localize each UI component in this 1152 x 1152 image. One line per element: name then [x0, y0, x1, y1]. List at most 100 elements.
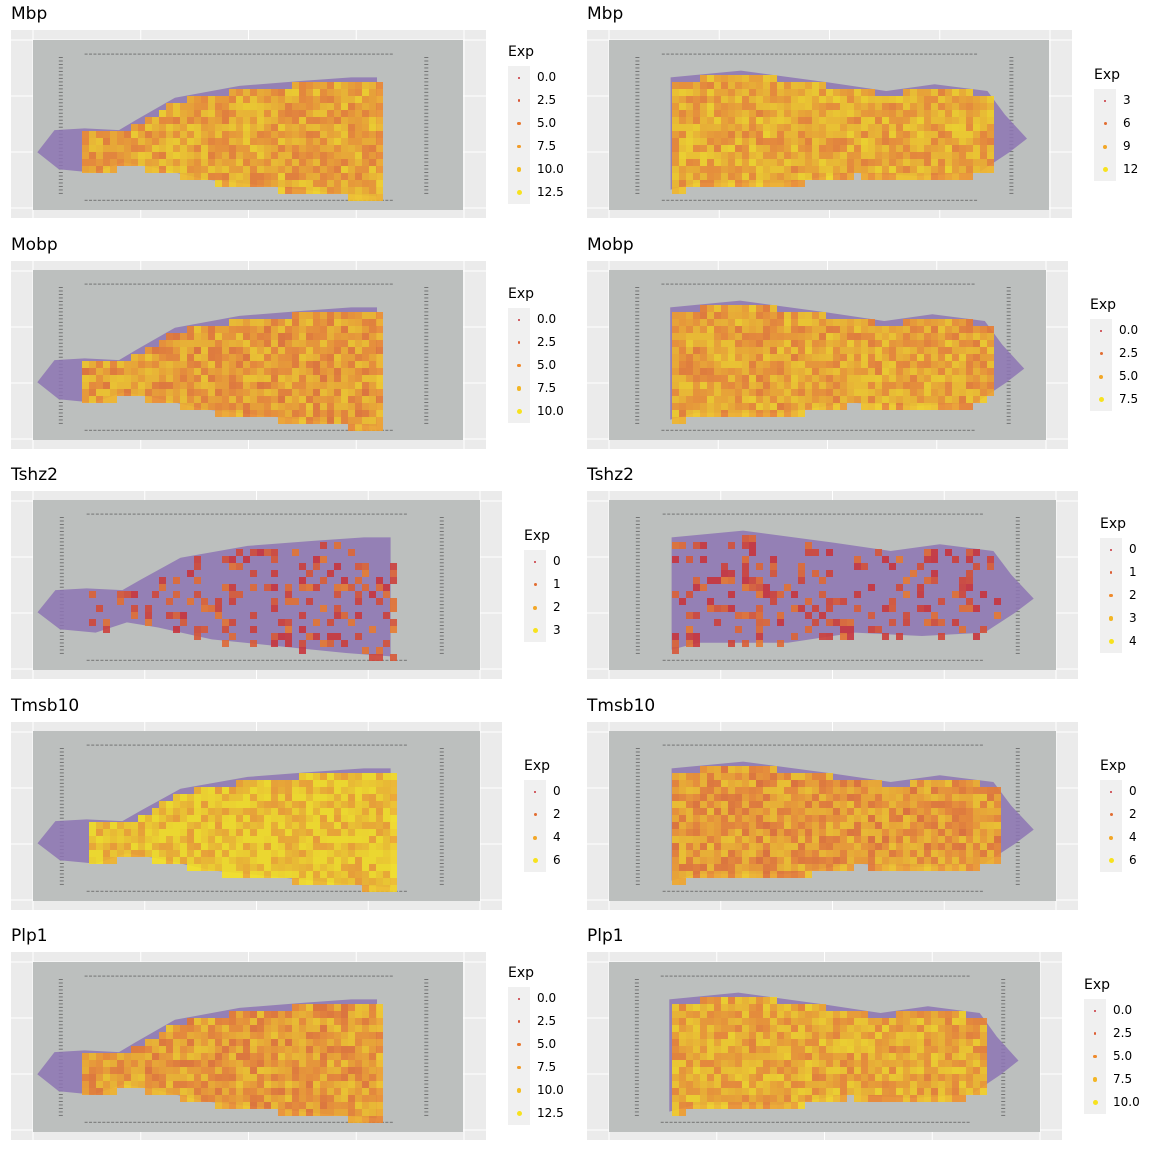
spot	[889, 1053, 896, 1060]
spot	[201, 368, 208, 375]
spot	[693, 326, 700, 333]
spot	[854, 152, 861, 159]
spot	[770, 389, 777, 396]
spot	[285, 857, 292, 864]
spot	[959, 159, 966, 166]
spot	[819, 577, 826, 584]
spot	[791, 591, 798, 598]
spot	[271, 333, 278, 340]
spot	[693, 633, 700, 640]
spot	[847, 326, 854, 333]
spot	[334, 612, 341, 619]
spot	[285, 843, 292, 850]
spot	[131, 850, 138, 857]
spot	[735, 82, 742, 89]
spot	[756, 640, 763, 647]
spot	[96, 850, 103, 857]
spot	[805, 333, 812, 340]
spot	[159, 808, 166, 815]
spot	[749, 166, 756, 173]
spot	[896, 145, 903, 152]
spot	[341, 312, 348, 319]
spot	[250, 801, 257, 808]
spot	[763, 82, 770, 89]
spot	[693, 542, 700, 549]
spot	[966, 159, 973, 166]
spot	[672, 187, 679, 194]
spot	[700, 173, 707, 180]
spot	[735, 340, 742, 347]
spot	[854, 159, 861, 166]
spot	[910, 361, 917, 368]
panel-title: Mbp	[11, 4, 48, 24]
spot	[777, 794, 784, 801]
spot	[742, 1004, 749, 1011]
spot	[966, 1025, 973, 1032]
spot	[826, 619, 833, 626]
spot	[735, 1025, 742, 1032]
spot	[777, 1046, 784, 1053]
spot	[910, 1018, 917, 1025]
spot	[756, 96, 763, 103]
spot	[334, 396, 341, 403]
spot	[826, 103, 833, 110]
spot	[194, 829, 201, 836]
spot	[672, 152, 679, 159]
spot	[117, 361, 124, 368]
spot	[952, 382, 959, 389]
spot	[812, 152, 819, 159]
spot	[833, 1025, 840, 1032]
spot	[166, 361, 173, 368]
spot	[742, 124, 749, 131]
spot	[728, 340, 735, 347]
spot	[376, 340, 383, 347]
spot	[847, 1018, 854, 1025]
spot	[910, 347, 917, 354]
spot	[243, 836, 250, 843]
spot	[693, 173, 700, 180]
spot	[882, 333, 889, 340]
legend-label: 6	[1123, 116, 1131, 130]
spot	[966, 584, 973, 591]
spot	[362, 563, 369, 570]
spot	[784, 89, 791, 96]
spot	[812, 1039, 819, 1046]
spot	[131, 354, 138, 361]
legend-label: 10.0	[537, 162, 564, 176]
legend-label: 9	[1123, 139, 1131, 153]
spot	[236, 563, 243, 570]
spot	[173, 159, 180, 166]
spot	[362, 131, 369, 138]
spot	[264, 166, 271, 173]
spot	[742, 570, 749, 577]
legend-label: 6	[553, 853, 561, 867]
spot	[369, 878, 376, 885]
spot	[875, 787, 882, 794]
spot	[812, 1046, 819, 1053]
spot	[159, 829, 166, 836]
legend-key-dot	[1109, 571, 1113, 574]
spot	[257, 410, 264, 417]
spot	[355, 612, 362, 619]
spot	[966, 89, 973, 96]
spot	[103, 145, 110, 152]
spot	[229, 96, 236, 103]
spot	[390, 570, 397, 577]
spot	[847, 354, 854, 361]
spot	[812, 103, 819, 110]
spot	[763, 1018, 770, 1025]
spot	[735, 180, 742, 187]
spot	[861, 787, 868, 794]
spot	[749, 124, 756, 131]
spot	[840, 633, 847, 640]
spot	[679, 117, 686, 124]
spot	[320, 794, 327, 801]
spot	[693, 403, 700, 410]
spot	[910, 389, 917, 396]
spot	[355, 382, 362, 389]
spot	[931, 808, 938, 815]
spot	[693, 773, 700, 780]
legend-title: Exp	[508, 44, 535, 60]
spot	[966, 326, 973, 333]
spot	[693, 577, 700, 584]
